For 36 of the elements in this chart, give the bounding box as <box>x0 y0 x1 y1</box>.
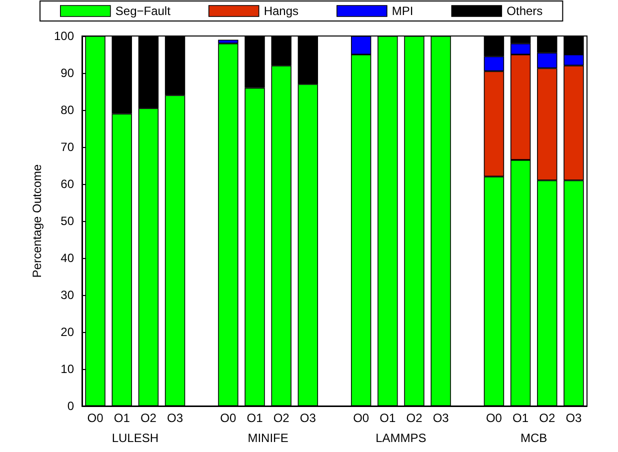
y-tick-label: 0 <box>67 399 74 413</box>
x-tick-label: O0 <box>87 411 104 425</box>
x-tick-label: O0 <box>353 411 370 425</box>
legend-label: MPI <box>392 4 414 18</box>
legend-label: Others <box>506 4 543 18</box>
x-tick-label: O3 <box>167 411 184 425</box>
text: LULESH <box>112 431 158 445</box>
y-tick-label: 80 <box>60 103 74 117</box>
x-tick-label: O1 <box>246 411 264 425</box>
y-axis-title: Percentage Outcome <box>30 164 44 278</box>
x-tick-label: O2 <box>539 411 556 425</box>
y-tick-label: 50 <box>60 214 74 228</box>
y-tick-label: 60 <box>60 177 74 191</box>
text: MCB <box>520 431 548 445</box>
y-tick-label: 10 <box>60 362 74 376</box>
x-tick-label: O3 <box>300 411 316 425</box>
legend-label: Seg−Fault <box>115 4 172 18</box>
x-tick-label: O3 <box>566 411 582 425</box>
x-tick-label: O1 <box>380 411 396 425</box>
x-tick-label: O2 <box>140 411 157 425</box>
y-tick-label: 70 <box>60 140 74 154</box>
y-tick-label: 30 <box>60 288 74 302</box>
y-tick-label: 20 <box>60 325 74 339</box>
legend-label: Hangs <box>264 4 299 18</box>
y-tick-label: 40 <box>60 251 74 265</box>
x-tick-label: O1 <box>512 411 529 425</box>
text: LAMMPS <box>376 431 426 445</box>
x-tick-label: O0 <box>220 411 237 425</box>
x-tick-label: O3 <box>432 411 450 425</box>
x-tick-label: O2 <box>406 411 423 425</box>
x-tick-label: O1 <box>114 411 130 425</box>
x-tick-label: O0 <box>486 411 502 425</box>
y-tick-label: 90 <box>60 66 74 80</box>
text: MINIFE <box>248 431 288 445</box>
x-tick-label: O2 <box>273 411 290 425</box>
y-tick-label: 100 <box>54 29 74 43</box>
